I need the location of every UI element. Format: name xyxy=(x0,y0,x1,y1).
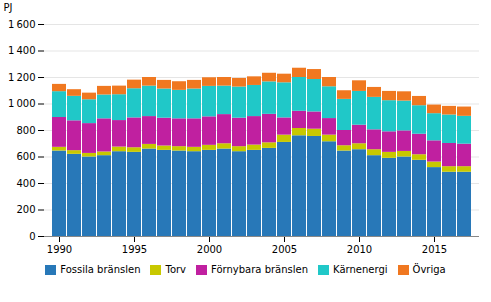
svg-text:800: 800 xyxy=(16,125,35,136)
svg-text:600: 600 xyxy=(16,151,35,162)
html-text:Torv: Torv xyxy=(165,264,186,275)
svg-text:2015: 2015 xyxy=(422,244,447,255)
svg-text:1 000: 1 000 xyxy=(8,98,35,109)
html-text:Övriga: Övriga xyxy=(412,264,446,275)
svg-text:2005: 2005 xyxy=(272,244,297,255)
svg-text:400: 400 xyxy=(16,178,35,189)
html-text:Kärnenergi: Kärnenergi xyxy=(333,264,388,275)
svg-text:1 400: 1 400 xyxy=(8,45,35,56)
svg-text:PJ: PJ xyxy=(4,2,13,13)
svg-text:2010: 2010 xyxy=(347,244,372,255)
html-text:Förnybara bränslen: Förnybara bränslen xyxy=(211,264,309,275)
svg-text:0: 0 xyxy=(29,231,35,242)
svg-text:1990: 1990 xyxy=(47,244,72,255)
svg-text:200: 200 xyxy=(16,204,35,215)
svg-text:1 200: 1 200 xyxy=(8,72,35,83)
svg-text:1995: 1995 xyxy=(122,244,147,255)
svg-text:1 600: 1 600 xyxy=(8,19,35,30)
html-text:Fossila bränslen: Fossila bränslen xyxy=(60,264,141,275)
svg-text:2000: 2000 xyxy=(197,244,222,255)
